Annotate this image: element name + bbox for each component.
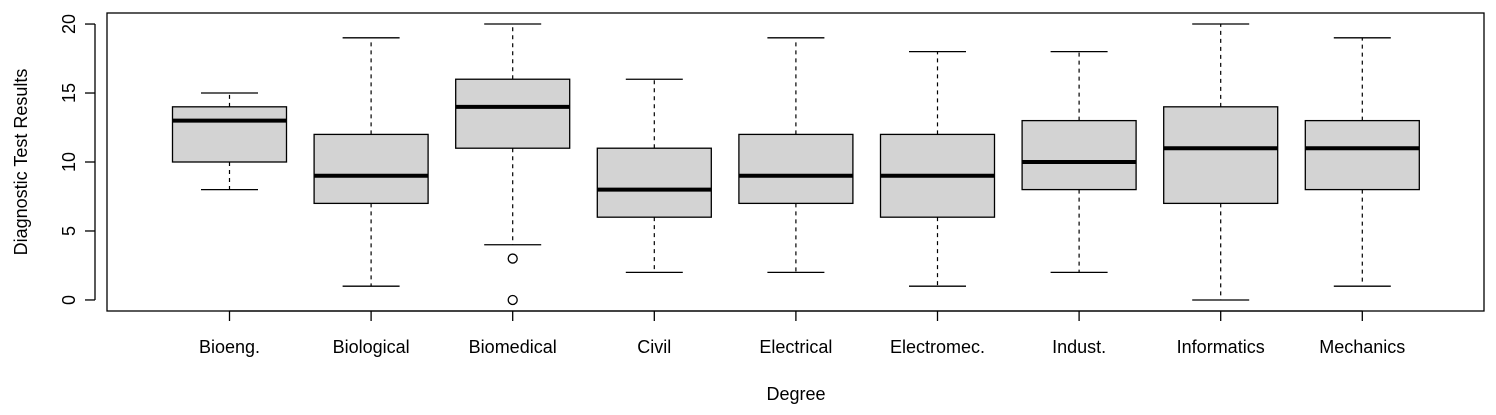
x-tick-label: Bioeng. xyxy=(199,337,260,357)
x-tick-label: Electromec. xyxy=(890,337,985,357)
y-axis: 0 5 10 15 20 xyxy=(59,14,96,305)
x-tick-label: Biological xyxy=(333,337,410,357)
iqr-box xyxy=(596,147,712,218)
iqr-box xyxy=(1021,119,1137,191)
outlier-point xyxy=(507,253,518,264)
box-biological xyxy=(313,37,429,287)
box-bioeng xyxy=(171,92,288,191)
box-informatics xyxy=(1163,23,1279,301)
iqr-box xyxy=(455,78,571,149)
iqr-box xyxy=(1304,119,1420,191)
x-tick-label: Biomedical xyxy=(469,337,557,357)
x-tick-label: Indust. xyxy=(1052,337,1106,357)
x-axis: Bioeng. Biological Biomedical Civil Electric… xyxy=(199,310,1405,357)
y-tick-label: 0 xyxy=(59,295,79,305)
outlier-point xyxy=(507,294,518,306)
x-tick-label: Civil xyxy=(637,337,671,357)
x-tick-label: Mechanics xyxy=(1319,337,1405,357)
box-mechanics xyxy=(1304,37,1420,287)
y-tick-label: 5 xyxy=(59,226,79,236)
x-axis-title: Degree xyxy=(766,384,825,404)
x-tick-label: Informatics xyxy=(1177,337,1265,357)
iqr-box xyxy=(1163,106,1279,205)
x-tick-label: Electrical xyxy=(759,337,832,357)
iqr-box xyxy=(313,133,429,205)
iqr-box xyxy=(738,133,854,205)
y-axis-title: Diagnostic Test Results xyxy=(11,69,31,256)
boxes-group xyxy=(171,23,1420,306)
box-electromec xyxy=(879,50,996,287)
y-tick-label: 10 xyxy=(59,152,79,172)
box-biomedical xyxy=(455,23,571,306)
y-tick-label: 15 xyxy=(59,83,79,103)
box-indust xyxy=(1021,50,1137,274)
y-tick-label: 20 xyxy=(59,14,79,34)
box-civil xyxy=(596,78,712,274)
box-electrical xyxy=(738,37,854,274)
iqr-box xyxy=(171,106,288,163)
